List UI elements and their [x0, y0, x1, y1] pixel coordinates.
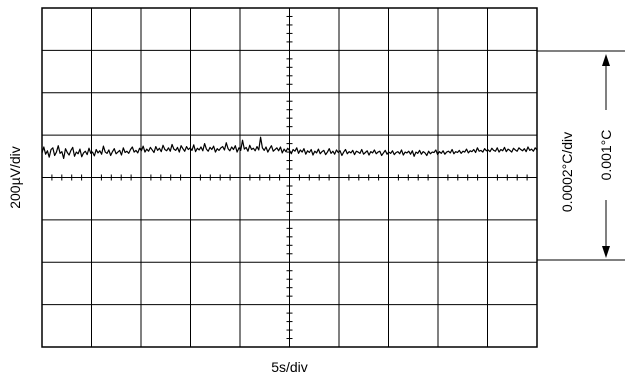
right-scale-label: 0.0002°C/div	[559, 132, 575, 212]
center-axis-ticks	[51, 15, 528, 340]
x-axis-label: 5s/div	[271, 359, 308, 375]
signal-trace	[41, 136, 538, 160]
plot-frame	[41, 7, 538, 348]
y-axis-label: 200µV/div	[7, 146, 23, 209]
span-arrow-down-head	[602, 246, 610, 258]
span-arrow-up-head	[602, 54, 610, 66]
grid	[42, 8, 537, 347]
span-label: 0.001°C	[598, 130, 614, 181]
